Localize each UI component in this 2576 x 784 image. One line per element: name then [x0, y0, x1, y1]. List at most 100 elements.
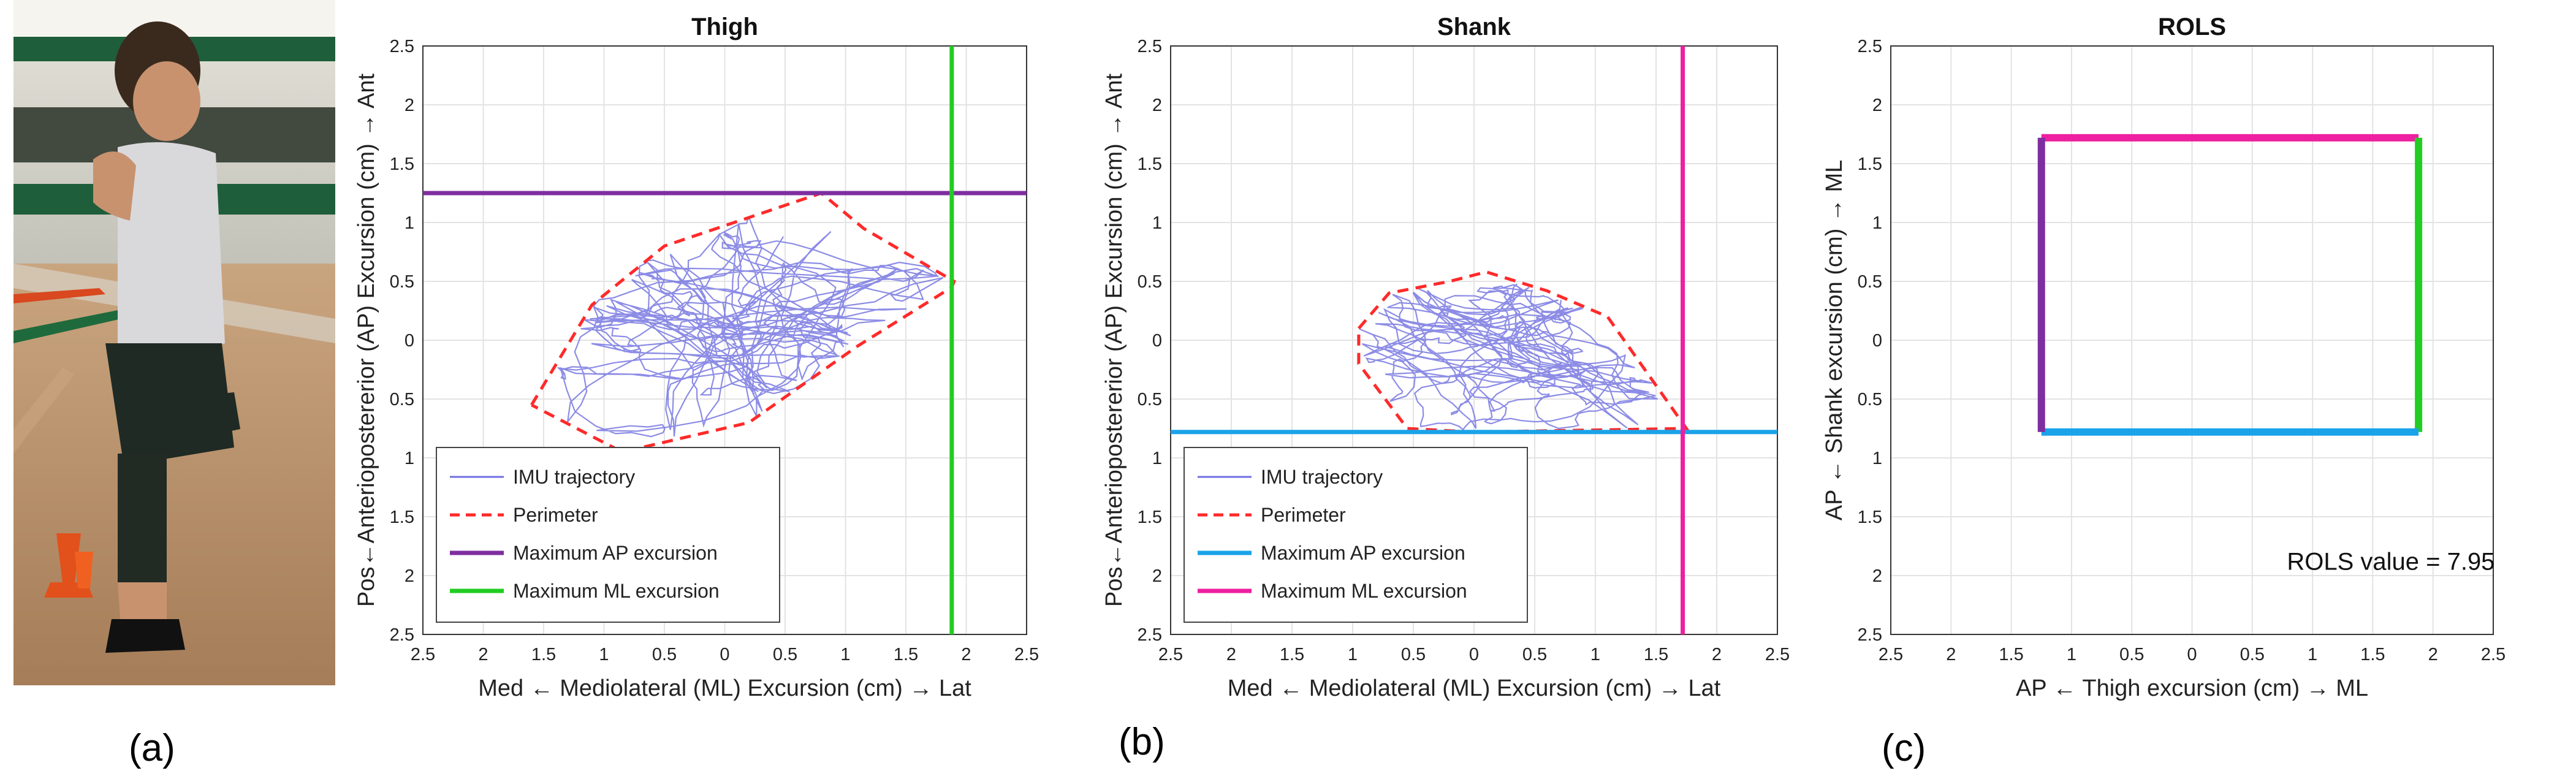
x-tick-label: 2.5 [1158, 645, 1183, 664]
y-tick-label: 1.5 [1858, 154, 1882, 174]
y-tick-label: 0.5 [1138, 272, 1162, 292]
legend-entry: Maximum AP excursion [1261, 542, 1465, 564]
data-layer [1171, 46, 1777, 634]
x-tick-label: 0.5 [652, 645, 677, 664]
chart-title: Thigh [691, 13, 758, 40]
panel-label-c: (c) [1882, 727, 1926, 769]
y-tick-label: 0.5 [390, 272, 414, 292]
y-tick-label: 0.5 [1138, 390, 1162, 409]
y-tick-label: 2.5 [1858, 625, 1882, 645]
imu-trajectory-line [1359, 283, 1658, 431]
x-tick-label: 1.5 [894, 645, 918, 664]
legend-entry: Maximum ML excursion [513, 580, 720, 602]
x-tick-label: 1.5 [531, 645, 556, 664]
legend-entry: IMU trajectory [513, 466, 635, 488]
panel-label-b: (b) [1119, 721, 1165, 763]
y-tick-label: 0 [1872, 331, 1882, 351]
y-tick-label: 0.5 [390, 390, 414, 409]
y-tick-label: 0 [1152, 331, 1162, 351]
y-tick-label: 2.5 [390, 625, 414, 645]
y-tick-label: 2 [1872, 566, 1882, 586]
x-tick-label: 0 [720, 645, 729, 664]
data-layer [2037, 134, 2423, 436]
x-axis-label: Med ← Mediolateral (ML) Excursion (cm) →… [1228, 676, 1721, 701]
y-tick-label: 2.5 [1138, 625, 1162, 645]
x-tick-label: 1 [599, 645, 609, 664]
y-tick-label: 1 [1152, 449, 1162, 468]
x-tick-label: 1 [2308, 645, 2317, 664]
y-tick-label: 1.5 [390, 508, 414, 527]
y-axis-label: AP ← Shank excursion (cm) → ML [1822, 160, 1847, 520]
x-tick-label: 2 [961, 645, 971, 664]
y-tick-label: 0.5 [1858, 272, 1882, 292]
imu-trajectory-line [557, 216, 944, 438]
y-tick-label: 0 [405, 331, 414, 351]
y-tick-label: 1.5 [390, 154, 414, 174]
x-tick-label: 2 [1946, 645, 1956, 664]
y-axis-label: Pos←Anteriopostererior (AP) Excursion (c… [1101, 74, 1127, 607]
y-tick-label: 2.5 [1858, 37, 1882, 56]
legend-entry: Maximum AP excursion [513, 542, 718, 564]
y-axis-label: Pos←Anteriopostererior (AP) Excursion (c… [354, 74, 379, 607]
y-tick-label: 1.5 [1138, 154, 1162, 174]
x-tick-label: 1 [1348, 645, 1358, 664]
axes-box [1170, 45, 1778, 635]
axes-box [1890, 45, 2494, 635]
x-tick-label: 0.5 [1401, 645, 1426, 664]
chart-rols: 2.5 2 1.5 1 0.5 0 0.5 1 1.5 2 2.52.521.510.500.511… [1822, 13, 2506, 701]
perimeter-line [530, 191, 956, 454]
legend: IMU trajectory Perimeter Maximum AP excurs… [1184, 447, 1528, 623]
y-tick-label: 2 [1872, 96, 1882, 115]
x-tick-label: 0 [1469, 645, 1479, 664]
x-tick-label: 2 [1712, 645, 1722, 664]
x-tick-label: 1.5 [1644, 645, 1668, 664]
x-tick-label: 2.5 [1014, 645, 1039, 664]
y-tick-label: 0.5 [1858, 390, 1882, 409]
y-tick-label: 1 [405, 213, 414, 233]
panel-label-a: (a) [129, 727, 175, 769]
y-tick-label: 1 [1872, 213, 1882, 233]
legend-entry: Maximum ML excursion [1261, 580, 1467, 602]
x-tick-label: 1 [2067, 645, 2076, 664]
y-tick-label: 1 [405, 449, 414, 468]
x-tick-label: 2.5 [2481, 645, 2506, 664]
perimeter-line [1357, 270, 1690, 434]
chart-shank: 2.5 2 1.5 1 0.5 0 0.5 1 1.5 2 2.52.521.510.500.511… [1101, 13, 1790, 701]
x-tick-label: 0.5 [2240, 645, 2265, 664]
x-tick-label: 0 [2187, 645, 2197, 664]
x-axis-label: Med ← Mediolateral (ML) Excursion (cm) →… [478, 676, 971, 701]
legend-entry: IMU trajectory [1261, 466, 1383, 488]
x-tick-label: 1 [1590, 645, 1600, 664]
chart-thigh: 2.5 2 1.5 1 0.5 0 0.5 1 1.5 2 2.52.521.510.500.511… [354, 13, 1039, 701]
y-tick-label: 1.5 [1858, 508, 1882, 527]
x-tick-label: 2.5 [1879, 645, 1903, 664]
y-tick-label: 2.5 [1138, 37, 1162, 56]
x-tick-label: 1.5 [1280, 645, 1304, 664]
y-tick-label: 2 [1152, 96, 1162, 115]
x-tick-label: 2 [1226, 645, 1236, 664]
y-tick-label: 2.5 [390, 37, 414, 56]
x-tick-label: 2.5 [411, 645, 435, 664]
legend-entry: Perimeter [513, 504, 598, 526]
chart-title: Shank [1437, 13, 1511, 40]
x-tick-label: 1 [840, 645, 850, 664]
y-tick-label: 1.5 [1138, 508, 1162, 527]
x-tick-label: 2.5 [1765, 645, 1790, 664]
data-layer [423, 46, 1027, 634]
x-tick-label: 1.5 [2360, 645, 2385, 664]
y-tick-label: 2 [1152, 566, 1162, 586]
x-tick-label: 2 [2428, 645, 2438, 664]
x-tick-label: 0.5 [2119, 645, 2144, 664]
y-tick-label: 1 [1872, 449, 1882, 468]
x-axis-label: AP ← Thigh excursion (cm) → ML [2016, 676, 2368, 701]
y-tick-label: 1 [1152, 213, 1162, 233]
legend-entry: Perimeter [1261, 504, 1346, 526]
x-tick-label: 0.5 [1522, 645, 1547, 664]
rols-value-annotation: ROLS value = 7.95 [2287, 548, 2494, 575]
chart-title: ROLS [2158, 13, 2226, 40]
athlete-photo [13, 0, 335, 685]
axes-box [422, 45, 1027, 635]
x-tick-label: 2 [478, 645, 488, 664]
y-tick-label: 2 [405, 566, 414, 586]
